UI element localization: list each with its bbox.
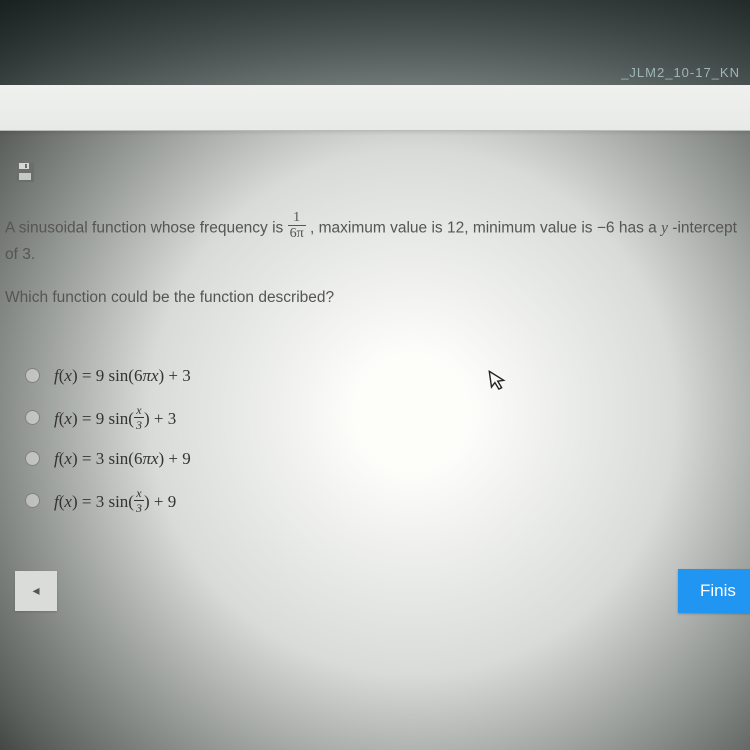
frac-denominator: 6π (288, 226, 306, 241)
radio-icon[interactable] (25, 410, 40, 425)
radio-icon[interactable] (25, 451, 40, 466)
radio-icon[interactable] (25, 493, 40, 508)
q-text-post: has a (619, 219, 661, 236)
frac-numerator: 1 (288, 211, 306, 226)
question-stem: A sinusoidal function whose frequency is… (0, 213, 750, 311)
back-button[interactable]: ◂ (15, 571, 57, 611)
q-text-pre: A sinusoidal function whose frequency is (5, 219, 288, 236)
option-d[interactable]: f(x) = 3 sin(x3) + 9 (25, 487, 750, 514)
answer-options-list: f(x) = 9 sin(6πx) + 3 f(x) = 9 sin(x3) +… (25, 366, 750, 514)
back-arrow-icon: ◂ (32, 582, 39, 599)
app-header-strip (0, 85, 750, 131)
q-y-var: y (661, 219, 668, 236)
q-text-mid: , maximum value is 12, minimum value is (310, 219, 597, 236)
option-a-formula: f(x) = 9 sin(6πx) + 3 (54, 366, 191, 386)
question-line-2: Which function could be the function des… (5, 286, 745, 311)
nav-row: ◂ Finis (0, 569, 750, 613)
option-c-formula: f(x) = 3 sin(6πx) + 9 (54, 449, 191, 469)
radio-icon[interactable] (25, 368, 40, 383)
finish-button[interactable]: Finis (678, 569, 750, 613)
tab-partial-text: _JLM2_10-17_KN (621, 65, 740, 80)
window-top-dark-area: _JLM2_10-17_KN (0, 0, 750, 85)
mouse-cursor-icon (488, 368, 510, 398)
option-a[interactable]: f(x) = 9 sin(6πx) + 3 (25, 366, 750, 386)
option-d-formula: f(x) = 3 sin(x3) + 9 (54, 487, 176, 514)
option-c[interactable]: f(x) = 3 sin(6πx) + 9 (25, 449, 750, 469)
option-b[interactable]: f(x) = 9 sin(x3) + 3 (25, 404, 750, 431)
q-neg-six: −6 (597, 219, 615, 236)
save-icon[interactable] (15, 161, 35, 183)
finish-label: Finis (700, 581, 736, 600)
question-line-1: A sinusoidal function whose frequency is… (5, 213, 745, 268)
frequency-fraction: 1 6π (288, 211, 306, 241)
question-content-area: A sinusoidal function whose frequency is… (0, 131, 750, 613)
option-b-formula: f(x) = 9 sin(x3) + 3 (54, 404, 176, 431)
